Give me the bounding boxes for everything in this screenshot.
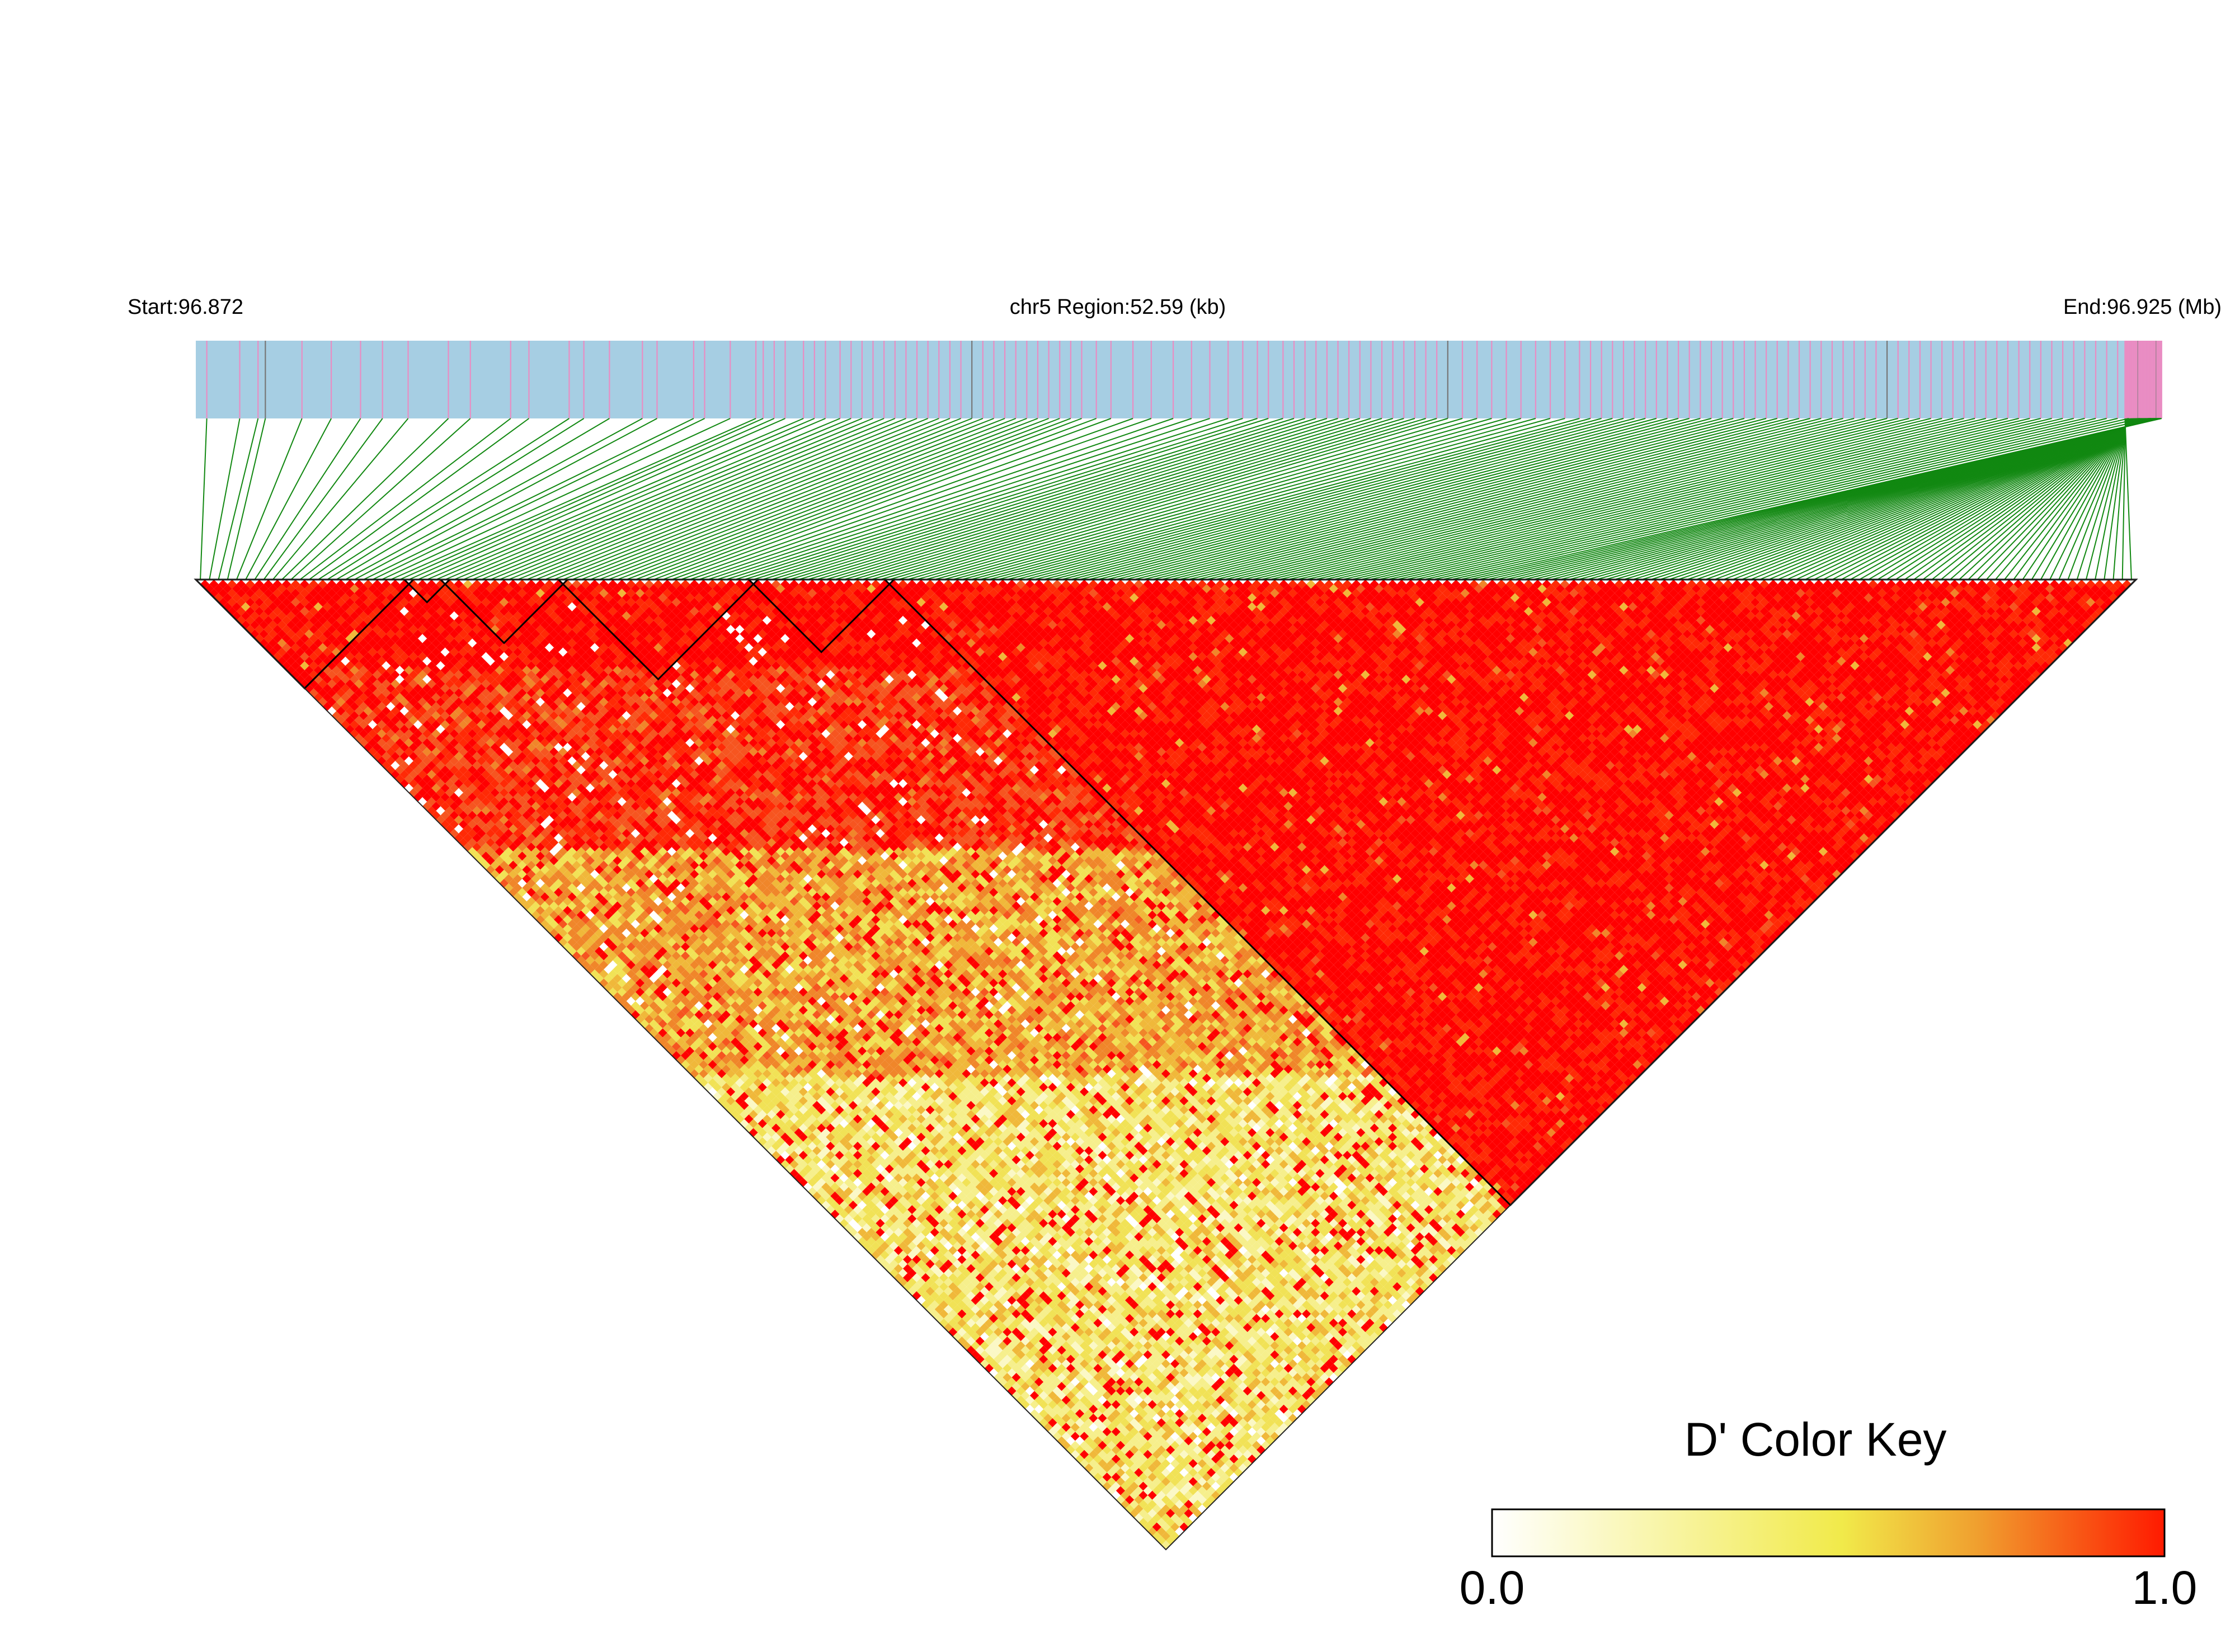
- snp-connector: [355, 418, 657, 580]
- snp-connector: [390, 418, 756, 580]
- snp-connector: [500, 418, 895, 580]
- snp-connector: [273, 418, 408, 580]
- snp-connector: [627, 418, 1049, 580]
- snp-connector: [780, 418, 1305, 580]
- snp-connector: [618, 418, 1038, 580]
- snp-connector: [373, 418, 705, 580]
- snp-connector-lines: [200, 418, 2162, 580]
- snp-connector: [1923, 418, 2137, 580]
- snp-connector: [309, 418, 529, 580]
- snp-connector: [200, 418, 207, 580]
- ld-cells: [200, 580, 2132, 1550]
- snp-connector: [708, 418, 1192, 580]
- snp-position-track: [196, 341, 2136, 418]
- snp-connector: [300, 418, 510, 580]
- snp-connector: [491, 418, 884, 580]
- snp-connector: [2125, 418, 2132, 580]
- snp-connector: [763, 418, 1283, 580]
- snp-connector: [463, 418, 851, 580]
